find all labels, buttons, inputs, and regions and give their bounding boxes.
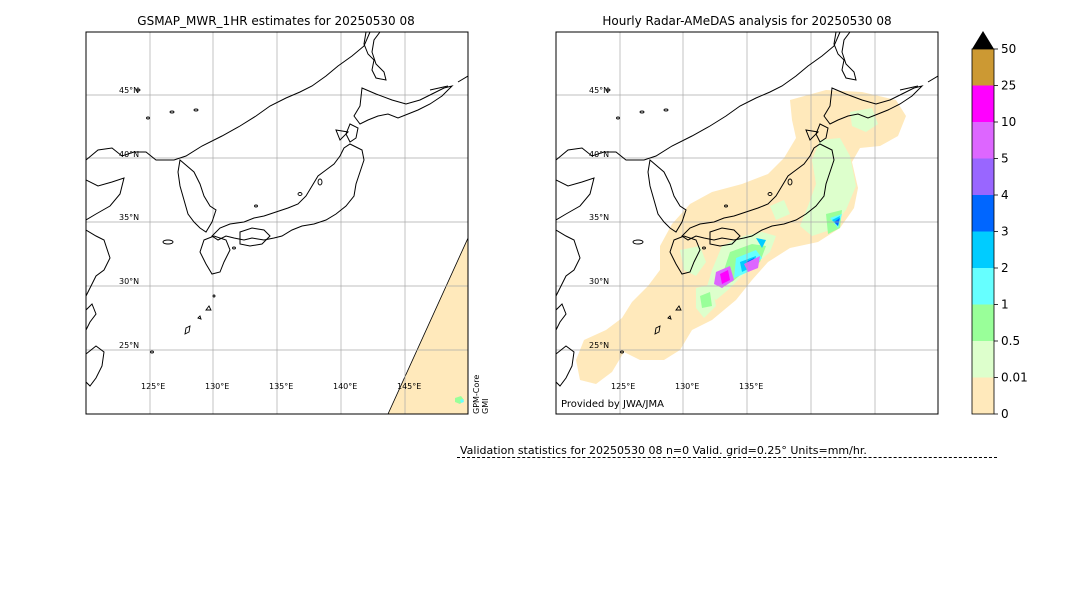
left-lon-label: 130°E [205,382,229,391]
colorbar-label: 50 [1001,42,1016,56]
colorbar-label: 25 [1001,79,1016,93]
right-lon-label: 125°E [611,382,635,391]
colorbar-label: 2 [1001,261,1009,275]
left-lon-label: 140°E [333,382,357,391]
right-graticule [556,32,938,414]
colorbar-label: 4 [1001,188,1009,202]
left-lon-label: 135°E [269,382,293,391]
colorbar: 50 25 10 5 4 3 2 1 0.5 0.01 0 [971,31,1028,421]
satellite-label: GPM-Core [472,375,481,414]
colorbar-segment [972,268,994,305]
left-graticule [86,32,468,414]
colorbar-label: 10 [1001,115,1016,129]
colorbar-label: 0.01 [1001,371,1028,385]
left-lat-label: 35°N [119,213,139,222]
colorbar-segment [972,195,994,232]
right-map-title: Hourly Radar-AMeDAS analysis for 2025053… [602,14,892,28]
right-map [555,31,939,415]
validation-statistics: Validation statistics for 20250530 08 n=… [460,444,867,457]
left-coastlines [86,32,468,387]
colorbar-segment [972,158,994,195]
right-lat-label: 45°N [589,86,609,95]
right-lat-label: 30°N [589,277,609,286]
colorbar-segment [972,377,994,414]
left-map-title: GSMAP_MWR_1HR estimates for 20250530 08 [137,14,415,28]
colorbar-label: 0 [1001,407,1009,421]
colorbar-segment [972,85,994,122]
colorbar-overflow-arrow [972,31,994,49]
right-coastlines [556,32,938,387]
sensor-label: GMI [481,399,490,414]
left-lon-label: 125°E [141,382,165,391]
left-lon-label: 145°E [397,382,421,391]
left-lat-label: 40°N [119,150,139,159]
right-lon-label: 130°E [675,382,699,391]
colorbar-label: 3 [1001,225,1009,239]
right-lat-label: 25°N [589,341,609,350]
colorbar-segment [972,231,994,268]
left-lat-label: 45°N [119,86,139,95]
left-lat-label: 30°N [119,277,139,286]
validation-underline [457,457,997,458]
colorbar-segment [972,49,994,86]
right-lat-label: 40°N [589,150,609,159]
colorbar-segment [972,304,994,341]
colorbar-segment [972,341,994,378]
right-lon-label: 135°E [739,382,763,391]
provider-credit: Provided by JWA/JMA [561,399,664,410]
left-lat-label: 25°N [119,341,139,350]
colorbar-label: 0.5 [1001,334,1020,348]
left-map [85,31,469,415]
colorbar-segment [972,122,994,159]
colorbar-label: 1 [1001,298,1009,312]
right-lat-label: 35°N [589,213,609,222]
colorbar-label: 5 [1001,152,1009,166]
